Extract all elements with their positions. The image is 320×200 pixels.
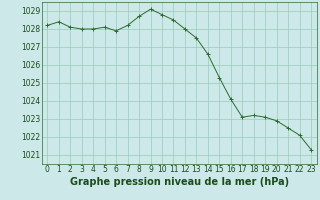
X-axis label: Graphe pression niveau de la mer (hPa): Graphe pression niveau de la mer (hPa): [70, 177, 289, 187]
